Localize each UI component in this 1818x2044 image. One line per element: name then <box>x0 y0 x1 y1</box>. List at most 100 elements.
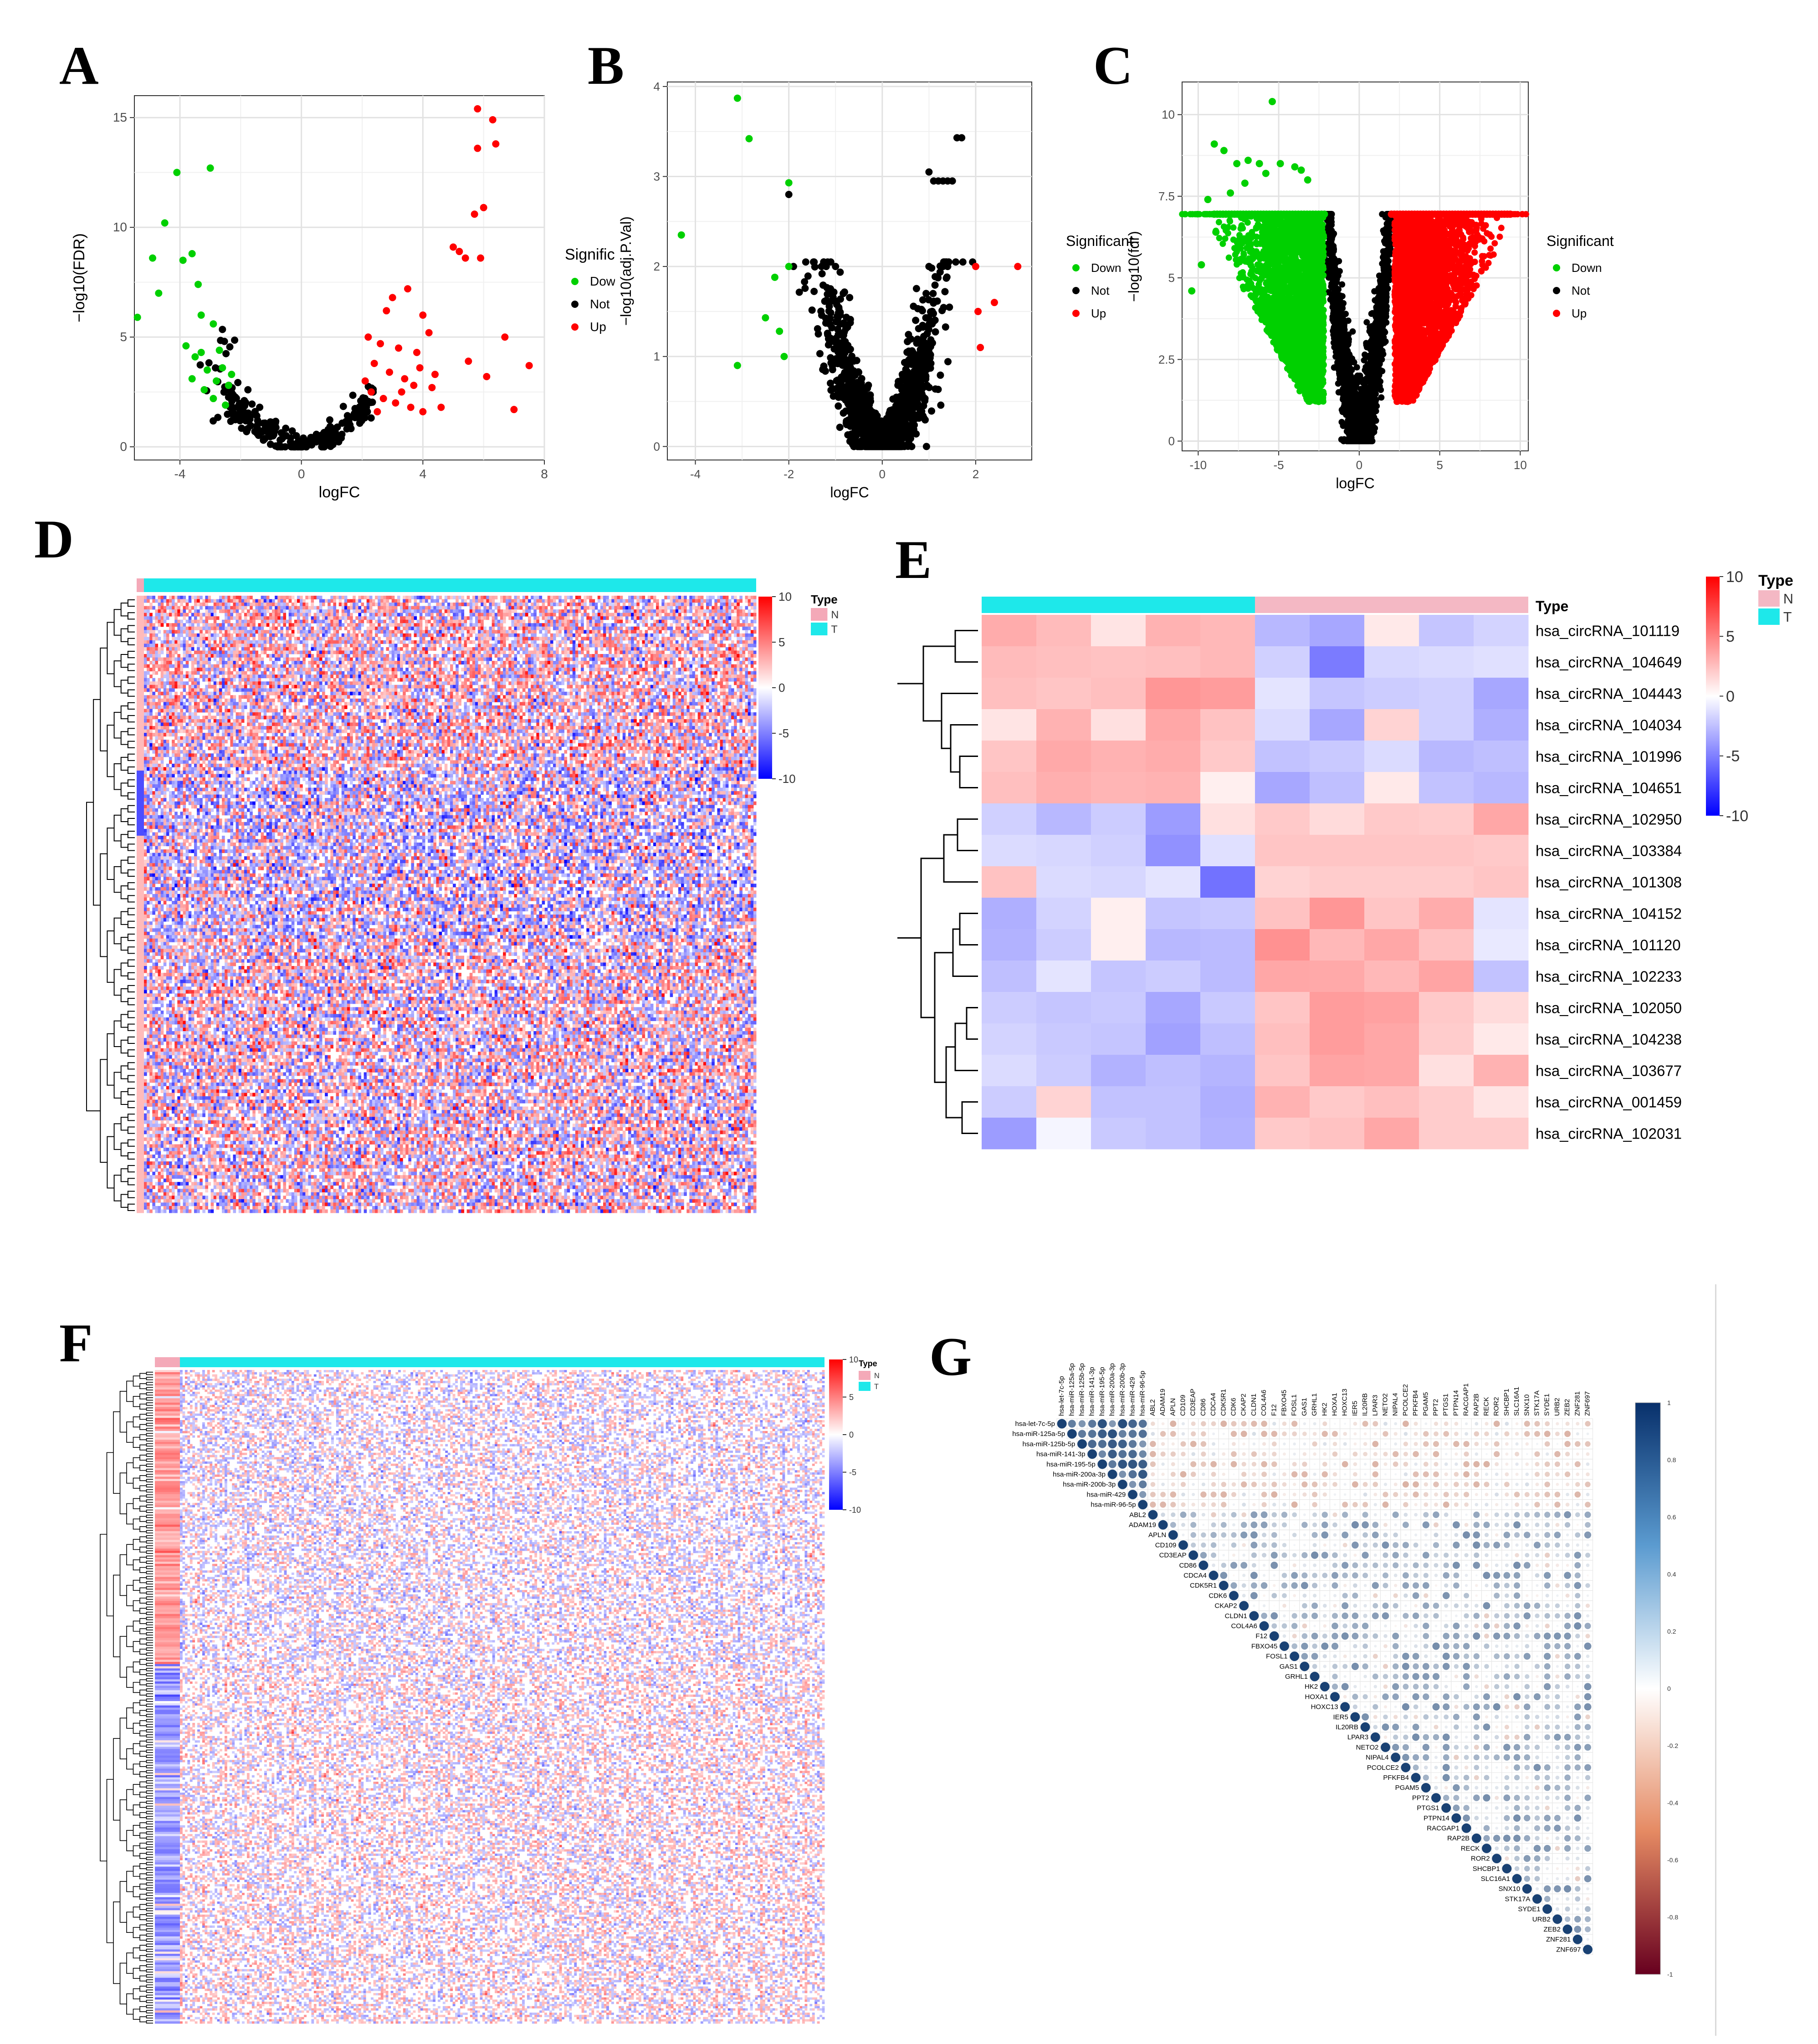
data-point <box>934 386 942 393</box>
data-point <box>840 290 847 297</box>
data-point <box>1332 277 1339 283</box>
data-point <box>816 350 824 357</box>
data-point <box>827 379 834 387</box>
data-point <box>678 231 685 239</box>
data-point <box>1347 353 1353 359</box>
data-point <box>845 407 853 414</box>
data-point <box>1384 223 1391 230</box>
data-point <box>903 426 910 433</box>
data-point <box>925 263 932 270</box>
data-point <box>810 258 818 266</box>
data-point <box>241 397 248 404</box>
data-point <box>1362 390 1369 396</box>
data-point <box>410 382 417 389</box>
legend-label: Not <box>1572 284 1590 297</box>
data-point <box>1378 324 1385 330</box>
data-point <box>1342 383 1349 389</box>
legend-label: Up <box>1572 307 1587 320</box>
data-point <box>785 263 793 270</box>
data-point <box>910 422 917 429</box>
data-point <box>844 399 851 407</box>
data-point <box>191 353 199 360</box>
data-point <box>492 140 499 148</box>
data-point <box>914 336 921 343</box>
data-point <box>864 405 871 413</box>
data-point <box>1349 328 1356 335</box>
data-point <box>959 258 967 266</box>
y-axis-label: −log10(FDR) <box>71 233 88 322</box>
data-point <box>1352 376 1358 383</box>
data-point <box>253 412 261 419</box>
data-point <box>1344 408 1350 414</box>
legend-label: Down <box>1572 261 1602 275</box>
data-point <box>173 169 180 176</box>
data-point <box>1371 288 1378 295</box>
data-point <box>925 360 932 368</box>
panel-label-g: G <box>929 1325 972 1388</box>
data-point <box>902 384 910 391</box>
data-point <box>197 361 204 368</box>
data-point <box>1383 338 1389 345</box>
data-point <box>941 288 948 295</box>
data-point <box>1378 284 1385 291</box>
data-point <box>1382 303 1388 309</box>
data-point <box>248 400 256 408</box>
data-point <box>398 388 405 396</box>
data-point <box>1337 268 1343 274</box>
legend-swatch <box>1553 310 1560 317</box>
x-tick-label: -2 <box>784 467 794 481</box>
legend-label: Down <box>590 274 615 288</box>
data-point <box>480 204 487 211</box>
data-point <box>369 399 376 406</box>
data-point <box>404 285 411 292</box>
y-tick-label: 10 <box>113 220 127 234</box>
data-point <box>785 179 793 186</box>
data-point <box>940 304 947 311</box>
data-point <box>926 384 933 391</box>
data-point <box>198 312 205 319</box>
data-point <box>825 307 833 315</box>
data-point <box>1362 417 1368 424</box>
data-point <box>815 330 822 337</box>
data-point <box>834 377 841 384</box>
plot-panel <box>134 96 544 460</box>
data-point <box>437 404 445 411</box>
data-point <box>344 412 351 419</box>
data-point <box>833 301 840 308</box>
data-point <box>233 394 240 402</box>
x-tick-label: -4 <box>690 467 701 481</box>
data-point <box>745 135 753 143</box>
data-point <box>389 294 396 301</box>
data-point <box>431 371 439 378</box>
data-point <box>210 395 217 402</box>
data-point <box>809 307 816 314</box>
data-point <box>474 145 481 152</box>
data-point <box>362 378 369 385</box>
data-point <box>836 269 844 276</box>
data-point <box>282 424 289 432</box>
data-point <box>879 443 886 450</box>
data-point <box>212 364 219 372</box>
data-point <box>925 349 932 356</box>
data-point <box>922 314 929 322</box>
data-point <box>861 432 869 439</box>
data-point <box>832 263 839 270</box>
data-point <box>219 364 226 372</box>
data-point <box>299 443 306 450</box>
x-tick-label: -10 <box>1190 458 1207 472</box>
data-point <box>932 328 939 336</box>
data-point <box>228 371 235 378</box>
data-point <box>850 388 857 396</box>
data-point <box>1377 378 1383 385</box>
data-point <box>383 307 390 314</box>
data-point <box>419 408 426 415</box>
data-point <box>326 416 333 424</box>
data-point <box>377 340 384 347</box>
y-tick-label: 7.5 <box>1158 189 1175 203</box>
data-point <box>282 432 290 439</box>
data-point <box>1335 286 1342 293</box>
data-point <box>892 402 900 409</box>
data-point <box>465 358 472 365</box>
data-point <box>780 353 788 360</box>
